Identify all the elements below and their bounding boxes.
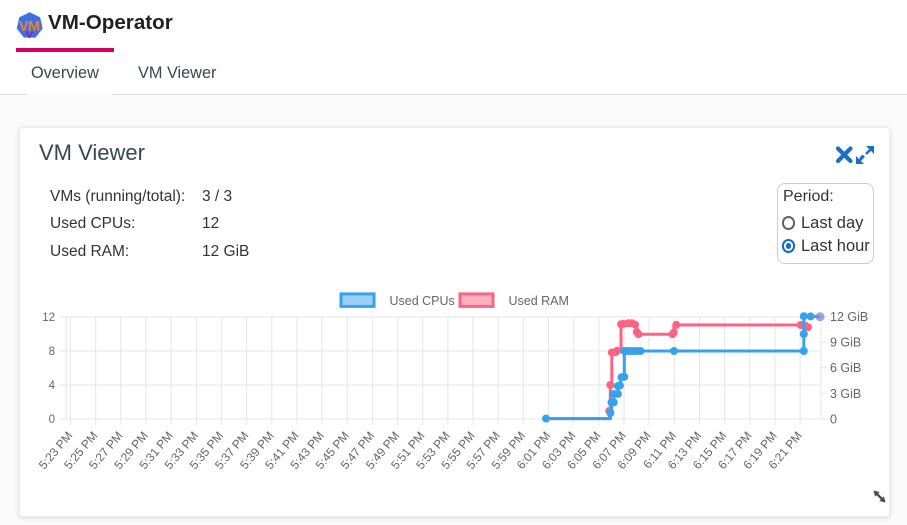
svg-text:4: 4 — [49, 380, 56, 392]
svg-text:Used RAM: Used RAM — [509, 294, 569, 308]
svg-text:Used CPUs: Used CPUs — [390, 294, 455, 308]
svg-text:8: 8 — [49, 346, 55, 358]
svg-text:0: 0 — [49, 414, 55, 426]
svg-text:12: 12 — [42, 312, 55, 324]
svg-text:9 GiB: 9 GiB — [830, 336, 861, 350]
svg-text:VM: VM — [19, 19, 40, 35]
svg-text:3 GiB: 3 GiB — [830, 387, 861, 401]
svg-text:6 GiB: 6 GiB — [830, 361, 861, 375]
svg-text:12 GiB: 12 GiB — [830, 310, 868, 324]
svg-text:0: 0 — [830, 413, 837, 427]
